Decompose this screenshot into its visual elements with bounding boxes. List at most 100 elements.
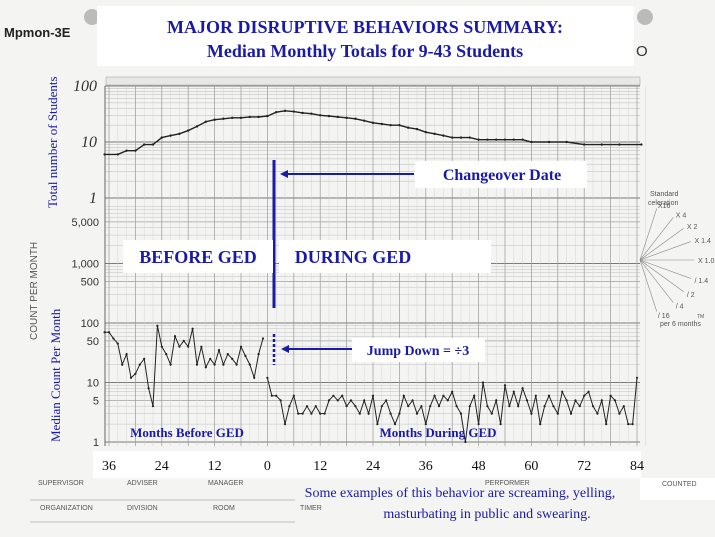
data-point — [319, 114, 322, 117]
data-point — [319, 412, 322, 415]
form-organization: ORGANIZATION — [40, 505, 93, 512]
celeration-mark: X 1.4 — [695, 238, 711, 245]
data-point — [547, 140, 551, 144]
hole-marker-left — [84, 9, 100, 25]
data-point — [578, 405, 581, 408]
data-point — [341, 394, 344, 397]
data-point — [191, 327, 194, 330]
lower-tick-label: 1,000 — [71, 259, 99, 271]
lower-tick-label: 50 — [87, 336, 99, 348]
data-point — [605, 422, 608, 426]
data-point — [393, 422, 397, 426]
data-point — [231, 116, 234, 120]
data-point — [600, 143, 603, 146]
data-point — [195, 125, 199, 128]
data-point — [569, 412, 573, 415]
data-point — [587, 390, 590, 393]
data-point — [565, 399, 568, 402]
form-performer: PERFORMER — [485, 480, 530, 487]
data-point — [543, 405, 546, 408]
celeration-line — [639, 259, 674, 303]
lower-tick-label: 5,000 — [71, 217, 99, 229]
data-point — [332, 394, 335, 397]
counted-box — [640, 478, 715, 500]
data-point — [222, 363, 225, 366]
lower-tick-label: 100 — [81, 318, 99, 330]
data-point — [367, 412, 370, 415]
lower-tick-label: 500 — [81, 276, 99, 288]
data-point — [182, 339, 185, 343]
data-point — [301, 111, 304, 115]
data-point — [473, 394, 476, 397]
data-point — [239, 345, 243, 348]
changeover-label: Changeover Date — [443, 167, 561, 184]
data-point — [358, 412, 361, 415]
data-point — [609, 394, 612, 397]
form-timer: TIMER — [300, 505, 322, 512]
data-point — [613, 399, 617, 402]
data-point — [266, 376, 269, 379]
data-point — [398, 412, 401, 415]
data-point — [490, 412, 493, 415]
data-point — [495, 399, 498, 402]
celeration-line — [639, 208, 657, 261]
celeration-mark: X 1.0 — [698, 258, 714, 265]
data-point — [583, 143, 586, 146]
data-point — [508, 405, 511, 408]
data-point — [147, 387, 150, 390]
form-division: DIVISION — [127, 505, 158, 512]
form-adviser: ADVISER — [127, 480, 158, 487]
data-point — [622, 405, 625, 408]
data-point — [354, 405, 357, 408]
data-point — [143, 357, 146, 360]
lower-tick-labels: 1 5 10 50 100 500 1,000 5,000 — [71, 217, 99, 449]
data-point — [565, 140, 568, 144]
celeration-mark: X 4 — [676, 212, 687, 219]
data-point — [486, 138, 489, 141]
x-tick-label: 36 — [102, 459, 116, 474]
data-point — [442, 394, 445, 397]
celeration-line — [639, 259, 684, 292]
data-point — [468, 136, 471, 139]
before-box — [123, 240, 273, 273]
data-point — [429, 405, 432, 408]
data-point — [261, 337, 265, 340]
data-point — [371, 121, 375, 125]
data-point — [591, 405, 595, 408]
data-point — [336, 115, 339, 119]
data-point — [345, 405, 348, 408]
data-point — [376, 422, 379, 426]
title-box-edge-mark: O — [636, 43, 648, 60]
title-box — [97, 6, 634, 66]
lower-tick-label: 1 — [93, 437, 99, 449]
chart-title: MAJOR DISRUPTIVE BEHAVIORS SUMMARY: — [167, 17, 563, 37]
data-point — [525, 399, 529, 402]
data-point — [248, 363, 251, 366]
data-point — [103, 153, 106, 156]
form-footer: SUPERVISOR ADVISER MANAGER PERFORMER ORG… — [30, 480, 530, 523]
data-point — [116, 153, 120, 156]
logo-text: Mpmon-3E — [4, 25, 71, 40]
data-point — [503, 384, 507, 387]
data-point — [323, 412, 326, 415]
data-point — [464, 440, 467, 444]
data-point — [363, 119, 366, 122]
hole-marker-right — [637, 9, 653, 25]
data-point — [288, 405, 291, 408]
form-manager: MANAGER — [208, 480, 243, 487]
data-point — [481, 381, 485, 384]
data-point — [134, 372, 137, 375]
data-point — [156, 324, 159, 327]
celeration-mark: / 1.4 — [695, 278, 709, 285]
data-point — [446, 399, 449, 402]
upper-tick-label: 100 — [73, 78, 97, 95]
data-point — [451, 390, 454, 393]
lower-tick-label: 10 — [87, 378, 99, 390]
data-point — [151, 405, 155, 408]
x-tick-labels: 36 24 12 0 12 24 36 48 60 72 84 — [102, 459, 644, 474]
data-point — [512, 390, 515, 393]
data-point — [336, 399, 339, 402]
data-point — [310, 112, 313, 115]
